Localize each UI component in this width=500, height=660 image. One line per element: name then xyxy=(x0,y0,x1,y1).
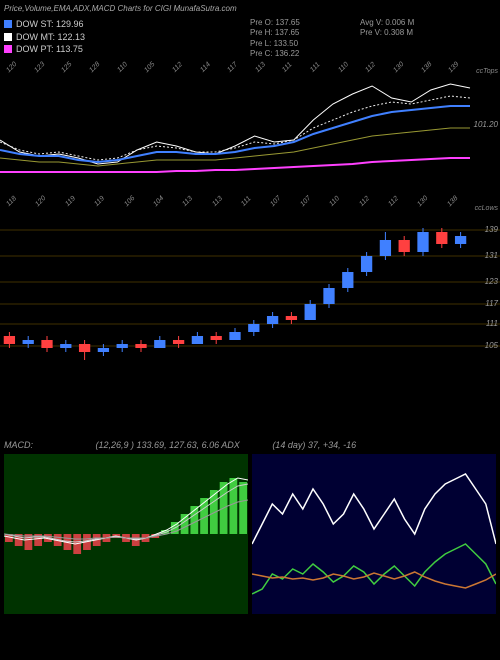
legend-row: DOW PT: 113.75 xyxy=(4,43,85,56)
volume-info: Avg V: 0.006 M Pre V: 0.308 M xyxy=(360,18,414,39)
y-tick: 139 xyxy=(485,225,498,234)
axis-bot-label: ccLows xyxy=(475,205,498,212)
legend-label: DOW MT: 122.13 xyxy=(16,31,85,44)
y-tick: 117 xyxy=(485,299,498,308)
x-tick: 130 xyxy=(392,61,405,74)
macd-panel-left xyxy=(4,454,248,614)
x-tick: 112 xyxy=(171,61,184,74)
price-label: 101.20 xyxy=(474,120,498,129)
chart-title: Price,Volume,EMA,ADX,MACD Charts for CIG… xyxy=(4,4,237,13)
x-tick: 113 xyxy=(254,61,267,74)
x-tick: 123 xyxy=(33,61,46,74)
legend: DOW ST: 129.96 DOW MT: 122.13 DOW PT: 11… xyxy=(4,18,85,56)
adx-panel-right xyxy=(252,454,496,614)
swatch-mt xyxy=(4,33,12,41)
x-tick: 112 xyxy=(365,61,378,74)
y-tick: 111 xyxy=(486,319,498,328)
legend-label: DOW PT: 113.75 xyxy=(16,43,83,56)
x-tick: 110 xyxy=(337,61,350,74)
x-tick: 125 xyxy=(61,61,74,74)
x-tick: 128 xyxy=(88,61,101,74)
macd-text-right: (14 day) 37, +34, -16 xyxy=(272,440,356,450)
x-tick: 139 xyxy=(448,61,461,74)
x-tick: 110 xyxy=(116,61,129,74)
swatch-pt xyxy=(4,45,12,53)
y-tick: 105 xyxy=(485,341,498,350)
legend-row: DOW MT: 122.13 xyxy=(4,31,85,44)
ema-chart: ccTops ccLows 12012312512811010511211411… xyxy=(0,80,500,200)
ohlc-info: Pre O: 137.65 Pre H: 137.65 Pre L: 133.5… xyxy=(250,18,300,60)
x-tick: 111 xyxy=(282,61,294,73)
macd-area: MACD: (12,26,9 ) 133.69, 127.63, 6.06 AD… xyxy=(4,440,496,620)
y-tick: 131 xyxy=(485,251,498,260)
macd-text-left: (12,26,9 ) 133.69, 127.63, 6.06 ADX xyxy=(96,440,240,450)
legend-row: DOW ST: 129.96 xyxy=(4,18,85,31)
x-tick: 111 xyxy=(309,61,321,73)
axis-top-label: ccTops xyxy=(476,68,498,75)
x-tick: 114 xyxy=(199,61,212,74)
x-tick: 120 xyxy=(5,61,18,74)
y-tick: 123 xyxy=(485,277,498,286)
x-tick: 138 xyxy=(420,61,433,74)
swatch-st xyxy=(4,20,12,28)
x-tick: 117 xyxy=(226,61,239,74)
legend-label: DOW ST: 129.96 xyxy=(16,18,84,31)
macd-label: MACD: xyxy=(4,440,33,450)
candle-chart: 139 131 123 117 111 105 xyxy=(0,220,500,360)
x-tick: 105 xyxy=(143,61,156,74)
